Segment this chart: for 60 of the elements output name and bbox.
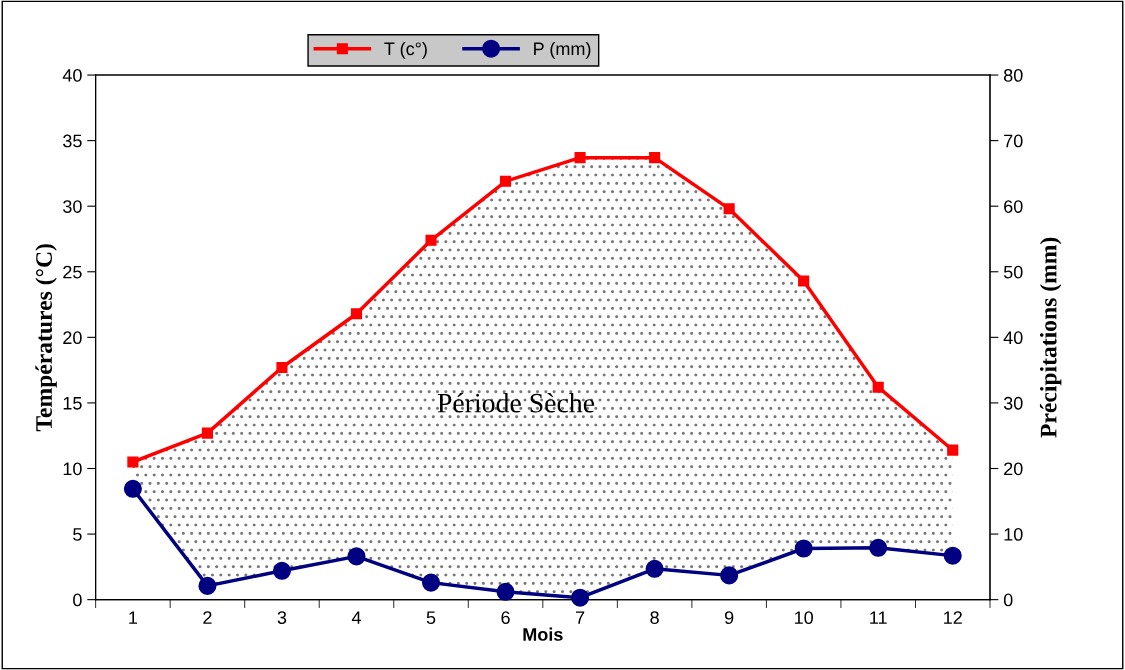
legend-label: T (c°) [384, 41, 427, 59]
y2-tick-label: 10 [1004, 528, 1023, 541]
x-tick-label: 9 [724, 611, 734, 625]
annotation: Période Sèche [437, 392, 595, 413]
point [499, 175, 512, 187]
y-tick-label: 30 [63, 200, 82, 213]
point [123, 479, 142, 498]
y2-tick-label: 40 [1003, 331, 1023, 345]
point [943, 546, 962, 565]
y2-tick-label: 20 [1004, 462, 1023, 476]
x-tick-label: 8 [650, 611, 659, 625]
point [869, 538, 888, 557]
y2-tick-label: 80 [1003, 68, 1023, 82]
point [347, 547, 366, 566]
y-tick-label: 20 [63, 331, 82, 345]
y2-axis-title: Précipitations (mm) [1039, 237, 1062, 438]
point [723, 203, 735, 215]
y-axis-title: Températures (°C) [35, 244, 57, 432]
y2-tick-label: 0 [1003, 593, 1013, 607]
y2-tick-label: 60 [1004, 200, 1023, 213]
point [872, 381, 884, 393]
point [645, 559, 664, 578]
point [798, 275, 810, 287]
y-tick-label: 35 [63, 134, 82, 148]
y-tick-label: 15 [63, 397, 82, 410]
x-tick-label: 10 [795, 611, 814, 625]
x-tick-label: 3 [277, 611, 287, 625]
x-axis-title: Mois [523, 627, 563, 641]
point [127, 456, 139, 468]
point [276, 361, 288, 374]
y2-tick-label: 30 [1003, 396, 1023, 410]
point [198, 576, 217, 595]
x-tick-label: 1 [129, 611, 138, 624]
point [794, 539, 813, 558]
point [425, 234, 437, 246]
point [421, 573, 441, 592]
x-tick-label: 11 [870, 611, 887, 624]
point [272, 561, 291, 580]
y-tick-label: 10 [63, 462, 82, 476]
point [571, 588, 590, 607]
y-tick-label: 40 [62, 68, 82, 82]
x-tick-label: 12 [944, 611, 962, 624]
x-tick-label: 6 [501, 611, 510, 625]
legend-label: P (mm) [534, 41, 591, 59]
point [649, 152, 661, 164]
point [947, 444, 959, 456]
x-tick-label: 7 [575, 611, 585, 624]
y2-tick-label: 70 [1004, 134, 1023, 148]
point [720, 566, 739, 585]
y-tick-label: 0 [73, 593, 82, 607]
point [496, 582, 515, 601]
point [201, 427, 213, 439]
y2-tick-label: 50 [1003, 265, 1023, 279]
x-tick-label: 2 [203, 611, 212, 624]
y-tick-label: 25 [63, 265, 82, 279]
x-tick-label: 4 [351, 611, 361, 624]
x-tick-label: 5 [426, 611, 436, 625]
point [574, 152, 586, 164]
y-tick-label: 5 [73, 528, 82, 541]
point [350, 308, 363, 320]
